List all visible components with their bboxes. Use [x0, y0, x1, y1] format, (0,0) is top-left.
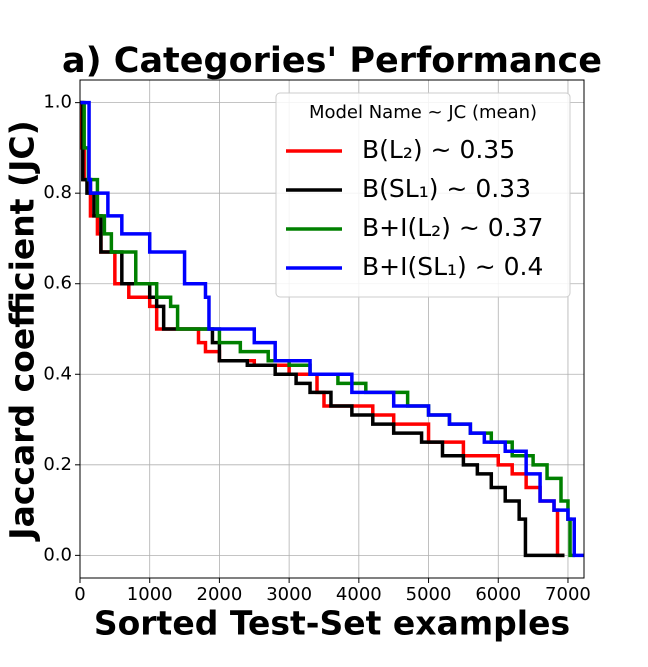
chart-title: a) Categories' Performance [62, 41, 602, 81]
y-tick-label: 1.0 [43, 92, 72, 113]
x-tick-label: 6000 [475, 584, 521, 605]
legend-label: B(L₂) ~ 0.35 [362, 135, 515, 164]
data-line [80, 100, 584, 558]
x-axis-label: Sorted Test-Set examples [94, 604, 570, 643]
legend-title: Model Name ~ JC (mean) [309, 102, 537, 123]
x-tick-label: 1000 [127, 584, 173, 605]
y-tick-label: 0.4 [43, 363, 72, 384]
x-tick-label: 3000 [266, 584, 312, 605]
y-axis-label: Jaccard coefficient (JC) [3, 120, 42, 541]
x-tick-label: 5000 [406, 584, 452, 605]
legend-label: B(SL₁) ~ 0.33 [362, 174, 531, 203]
x-tick-label: 7000 [545, 584, 591, 605]
x-tick-label: 0 [74, 584, 85, 605]
legend-box [275, 92, 571, 298]
legend-label: B+I(SL₁) ~ 0.4 [362, 252, 543, 281]
x-tick-label: 2000 [197, 584, 243, 605]
x-tick-label: 4000 [336, 584, 382, 605]
y-tick-label: 0.2 [43, 454, 72, 475]
plot-frame [79, 79, 585, 579]
y-tick-label: 0.0 [43, 544, 72, 565]
legend-label: B+I(L₂) ~ 0.37 [362, 213, 543, 242]
y-tick-label: 0.6 [43, 273, 72, 294]
y-tick-label: 0.8 [43, 182, 72, 203]
legend: Model Name ~ JC (mean) B(L₂) ~ 0.35 B(SL₁)… [275, 92, 571, 298]
